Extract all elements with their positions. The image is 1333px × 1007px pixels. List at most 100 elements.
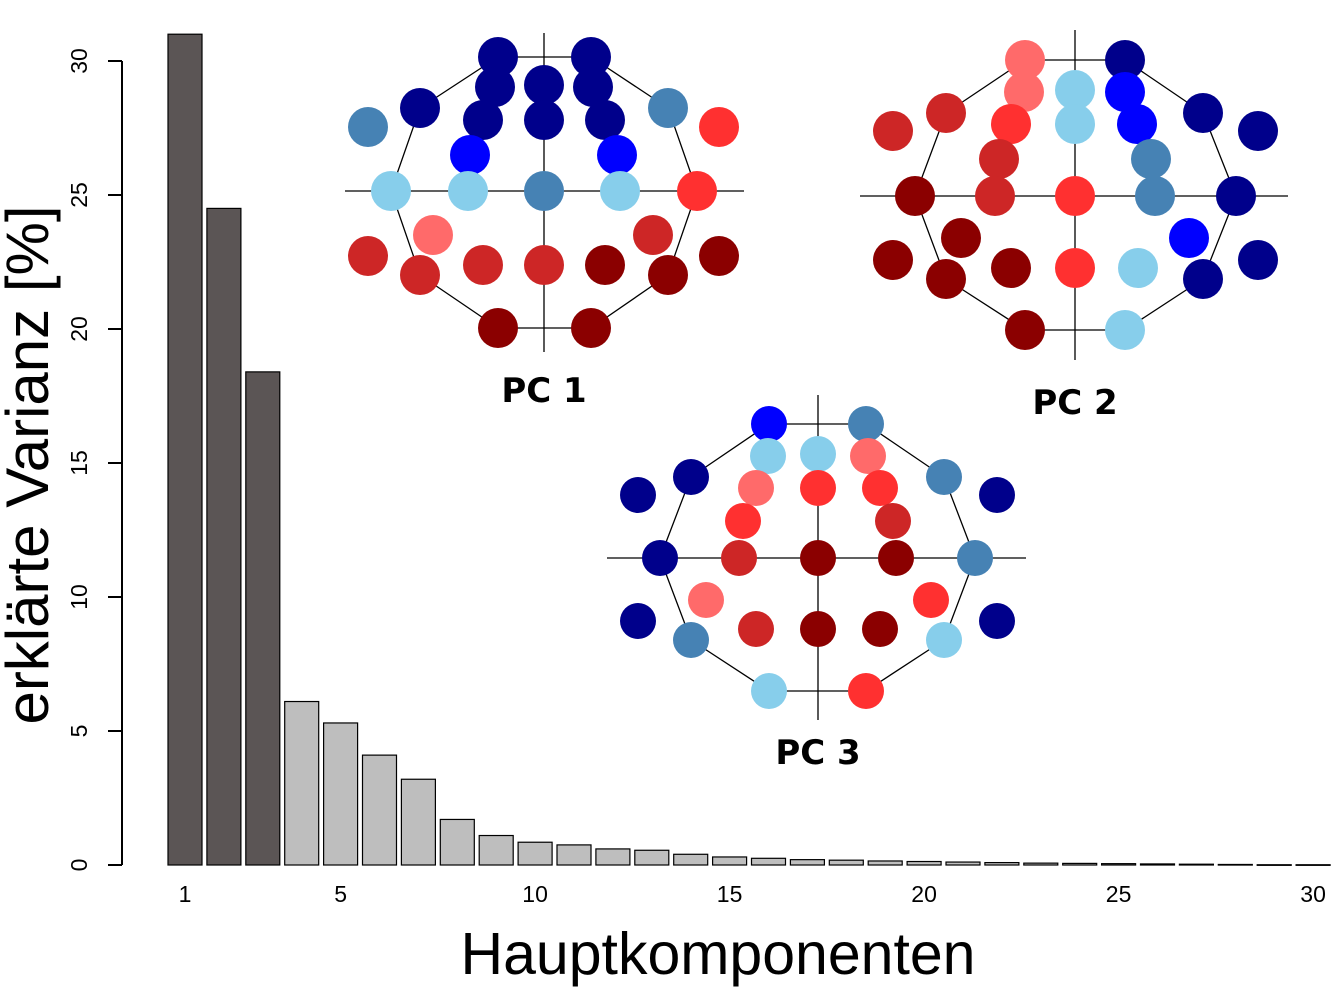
electrode-dot — [463, 100, 503, 140]
electrode-dot — [1005, 40, 1045, 80]
bar-20 — [906, 860, 942, 866]
y-axis: 0 5 10 15 20 25 30 — [66, 48, 123, 872]
electrode-dot — [873, 111, 913, 151]
electrode-dot — [1238, 240, 1278, 280]
electrode-dot — [926, 93, 966, 133]
electrode-dot — [699, 236, 739, 276]
electrode-dot — [738, 611, 774, 647]
electrode-dot — [371, 171, 411, 211]
y-tick-label: 20 — [66, 316, 92, 342]
electrode-dot — [750, 438, 786, 474]
y-axis-title: erklärte Varianz [%] — [0, 205, 61, 724]
electrode-dot — [926, 622, 962, 658]
electrode-dot — [348, 107, 388, 147]
electrode-dot — [1183, 93, 1223, 133]
electrode-dot — [585, 245, 625, 285]
electrode-dot — [620, 477, 656, 513]
electrode-dot — [1169, 218, 1209, 258]
electrode-dot — [1117, 104, 1157, 144]
electrode-dot — [597, 135, 637, 175]
bar-17 — [789, 859, 826, 866]
inset-label: PC 1 — [501, 371, 586, 411]
electrode-dot — [1135, 176, 1175, 216]
y-tick-label: 10 — [66, 584, 92, 610]
bar-5 — [323, 722, 359, 866]
bar-23 — [1023, 862, 1059, 866]
electrode-dot — [991, 248, 1031, 288]
electrode-dot — [524, 65, 564, 105]
topomap-pc1: PC 1 — [345, 33, 744, 411]
electrode-dot — [926, 459, 962, 495]
bar-28 — [1217, 863, 1253, 866]
bar-21 — [945, 861, 981, 866]
electrode-dot — [721, 540, 757, 576]
electrode-dot — [1216, 176, 1256, 216]
topomap-insets: PC 1 PC 2 PC 3 — [345, 30, 1288, 773]
electrode-dot — [751, 673, 787, 709]
electrode-dot — [1238, 111, 1278, 151]
electrode-dot — [348, 236, 388, 276]
electrode-dot — [926, 259, 966, 299]
topomap-pc2: PC 2 — [860, 30, 1288, 423]
bar-24 — [1062, 862, 1098, 866]
electrode-dot — [463, 245, 503, 285]
electrode-dot — [800, 611, 836, 647]
y-tick-label: 0 — [66, 859, 92, 872]
electrode-dot — [979, 603, 1015, 639]
electrode-dot — [571, 37, 611, 77]
bar-14 — [673, 853, 709, 866]
electrode-dot — [1005, 310, 1045, 350]
electrode-dot — [699, 107, 739, 147]
electrode-dot — [975, 176, 1015, 216]
bar-29 — [1256, 864, 1292, 866]
electrode-dot — [400, 88, 440, 128]
electrode-dot — [1105, 40, 1145, 80]
electrode-dot — [991, 104, 1031, 144]
bar-30 — [1295, 864, 1331, 866]
x-tick-label: 15 — [717, 881, 743, 907]
electrode-dot — [1055, 104, 1095, 144]
electrode-dot — [648, 88, 688, 128]
electrode-dot — [1105, 72, 1145, 112]
bar-26 — [1139, 863, 1176, 866]
bar-2 — [206, 207, 242, 866]
bar-6 — [361, 754, 398, 866]
bar-9 — [478, 834, 514, 866]
electrode-dot — [524, 100, 564, 140]
electrode-dot — [848, 673, 884, 709]
bar-10 — [517, 841, 553, 866]
electrode-dot — [1055, 176, 1095, 216]
electrode-dot — [673, 622, 709, 658]
electrode-dot — [673, 459, 709, 495]
electrode-dot — [585, 100, 625, 140]
x-axis-title: Hauptkomponenten — [461, 921, 976, 987]
electrode-dot — [524, 245, 564, 285]
bar-19 — [867, 860, 903, 866]
x-axis: 1 5 10 15 20 25 30 — [179, 881, 1326, 907]
x-tick-label: 20 — [911, 881, 937, 907]
electrode-dot — [642, 540, 678, 576]
electrode-dot — [448, 171, 488, 211]
electrode-dot — [600, 171, 640, 211]
electrode-dot — [848, 406, 884, 442]
bar-22 — [984, 861, 1020, 866]
electrode-dot — [524, 171, 564, 211]
electrode-dot — [633, 215, 673, 255]
x-tick-label: 1 — [179, 881, 192, 907]
bar-11 — [556, 844, 592, 866]
electrode-dot — [1105, 310, 1145, 350]
bar-3 — [245, 371, 281, 866]
electrode-dot — [450, 135, 490, 175]
bar-27 — [1178, 863, 1215, 866]
electrode-dot — [478, 308, 518, 348]
electrode-dot — [800, 436, 836, 472]
electrode-dot — [862, 470, 898, 506]
x-tick-label: 25 — [1106, 881, 1132, 907]
bar-7 — [400, 778, 436, 866]
electrode-dot — [677, 171, 717, 211]
electrode-dot — [895, 176, 935, 216]
electrode-dot — [413, 215, 453, 255]
electrode-dot — [913, 582, 949, 618]
